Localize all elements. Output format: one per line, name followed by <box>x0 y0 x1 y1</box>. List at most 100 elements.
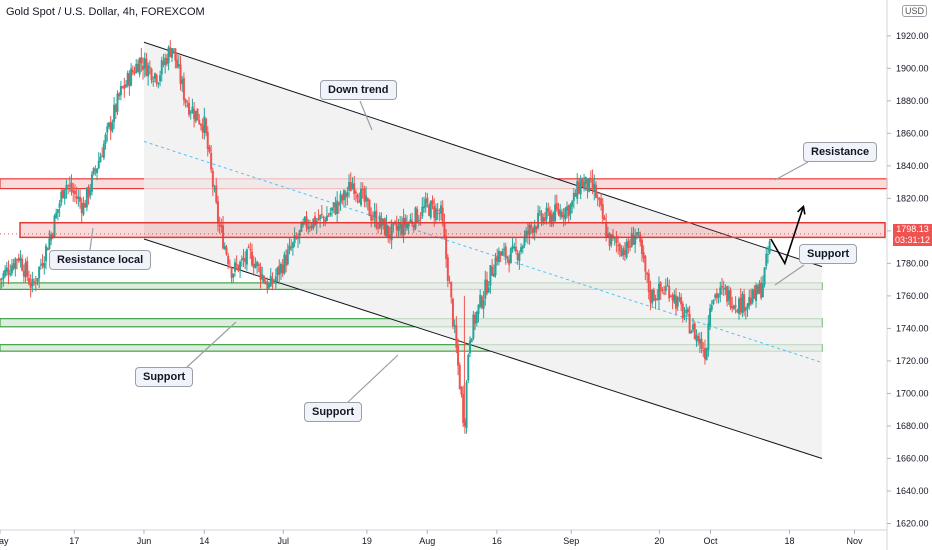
candle-body <box>717 294 720 298</box>
candle-body <box>695 335 698 341</box>
candle-body <box>264 283 267 285</box>
channel-lower-line[interactable] <box>143 238 823 459</box>
candle-body <box>634 235 637 245</box>
candle-body <box>763 267 766 285</box>
candle-body <box>186 105 189 107</box>
candle-body <box>542 217 545 223</box>
candle-body <box>290 247 293 249</box>
candle-body <box>128 73 131 87</box>
leader-support-mid <box>347 354 399 403</box>
candle-body <box>179 64 182 84</box>
candle-body <box>5 267 8 272</box>
candle-body <box>583 181 586 189</box>
candle-body <box>153 73 156 79</box>
x-tick-label: 20 <box>654 536 664 546</box>
candle-body <box>254 263 257 268</box>
candle-body <box>572 192 575 201</box>
candle-body <box>90 174 93 192</box>
candle-body <box>368 200 371 217</box>
resistance-local-zone[interactable] <box>19 221 886 239</box>
candle-body <box>353 183 356 194</box>
x-tick-label: 17 <box>69 536 79 546</box>
candle-body <box>210 152 213 170</box>
candle-body <box>746 303 749 309</box>
candle-body <box>434 208 437 221</box>
candle-body <box>448 282 451 284</box>
candle-body <box>109 121 112 131</box>
candle-body <box>233 262 236 272</box>
candle-body <box>751 289 754 303</box>
candle-body <box>605 221 608 238</box>
candle-body <box>574 193 577 197</box>
leader-resistance <box>774 161 809 181</box>
candle-body <box>571 201 574 207</box>
candle-body <box>331 207 334 211</box>
candle-body <box>600 198 603 206</box>
candle-body <box>182 78 185 100</box>
projection-path[interactable] <box>770 206 805 266</box>
candle-body <box>709 308 712 326</box>
candle-body <box>715 293 718 298</box>
candle-body <box>53 215 56 239</box>
candle-body <box>31 279 34 287</box>
candle-body <box>104 134 107 144</box>
candle-body <box>164 58 167 66</box>
candle-body <box>107 122 110 127</box>
candle-body <box>390 224 393 241</box>
currency-badge[interactable]: USD <box>902 5 928 17</box>
x-tick-label: May <box>0 536 9 546</box>
channel-upper-line[interactable] <box>143 41 823 268</box>
candle-body <box>664 286 667 292</box>
candle-body <box>589 178 592 180</box>
candle-body <box>240 258 243 261</box>
candle-body <box>94 169 97 171</box>
candle-body <box>341 195 344 201</box>
x-tick-label: 16 <box>492 536 502 546</box>
x-tick-label: 18 <box>784 536 794 546</box>
candle-body <box>268 284 271 288</box>
candle-body <box>475 311 478 324</box>
candle-body <box>133 72 136 74</box>
candle-body <box>492 273 495 277</box>
candle-body <box>504 246 507 258</box>
candle-body <box>85 187 88 208</box>
candle-body <box>417 219 420 221</box>
candle-body <box>249 248 252 251</box>
candle-body <box>116 93 119 112</box>
callout-resistance-local[interactable]: Resistance local <box>49 250 152 270</box>
candle-body <box>329 212 332 215</box>
candle-body <box>205 118 208 134</box>
candle-body <box>220 225 223 228</box>
candle-body <box>177 64 180 67</box>
candle-body <box>484 279 487 299</box>
candle-body <box>647 273 650 292</box>
callout-support-right[interactable]: Support <box>799 244 858 264</box>
candle-body <box>591 178 594 190</box>
candle-body <box>198 119 201 124</box>
callout-support-left[interactable]: Support <box>135 367 194 387</box>
candle-body <box>101 155 104 157</box>
candle-body <box>293 235 296 244</box>
candle-body <box>714 294 717 298</box>
candle-body <box>257 264 260 267</box>
candle-body <box>514 246 517 252</box>
candle-body <box>523 236 526 246</box>
candle-body <box>366 197 369 202</box>
candle-body <box>351 183 354 190</box>
candle-body <box>48 238 51 249</box>
candle-body <box>516 253 519 260</box>
callout-support-mid[interactable]: Support <box>304 402 363 422</box>
candle-body <box>17 258 20 261</box>
candle-body <box>680 297 683 305</box>
candle-body <box>707 323 710 351</box>
callout-down-trend[interactable]: Down trend <box>320 80 397 100</box>
candle-body <box>623 250 626 255</box>
candle-body <box>722 287 725 289</box>
candle-body <box>375 210 378 228</box>
callout-resistance[interactable]: Resistance <box>803 142 878 162</box>
candle-body <box>549 211 552 224</box>
candle-body <box>644 256 647 272</box>
y-tick-label: 1900.00 <box>896 63 929 73</box>
candle-body <box>405 223 408 229</box>
